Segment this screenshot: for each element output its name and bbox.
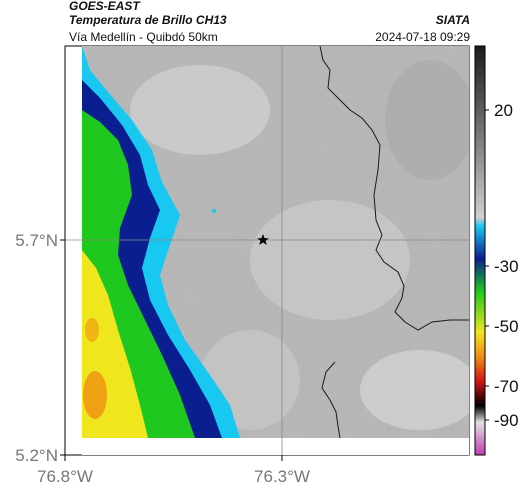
datetime-label: 2024-07-18 09:29 — [375, 30, 470, 44]
colorbar — [474, 45, 486, 456]
route-label: Vía Medellín - Quibdó 50km — [69, 30, 218, 44]
colorbar-tick-minus30: -30 — [494, 257, 519, 276]
colorbar-tick-20: 20 — [494, 101, 513, 120]
cloud-field — [82, 46, 469, 438]
star-marker — [257, 234, 269, 245]
colorbar-tick-minus50: -50 — [494, 317, 519, 336]
lon-label-76-3: 76.3°W — [254, 467, 310, 486]
product-title: Temperatura de Brillo CH13 — [69, 13, 227, 27]
lon-label-76-8: 76.8°W — [37, 467, 93, 486]
lat-label-5-2: 5.2°N — [15, 446, 58, 465]
lat-label-5-7: 5.7°N — [15, 231, 58, 250]
colorbar-tick-minus90: -90 — [494, 411, 519, 430]
colorbar-tick-minus70: -70 — [494, 377, 519, 396]
admin-borders — [319, 45, 469, 439]
organization-label: SIATA — [435, 13, 470, 27]
satellite-title: GOES-EAST — [69, 0, 140, 13]
